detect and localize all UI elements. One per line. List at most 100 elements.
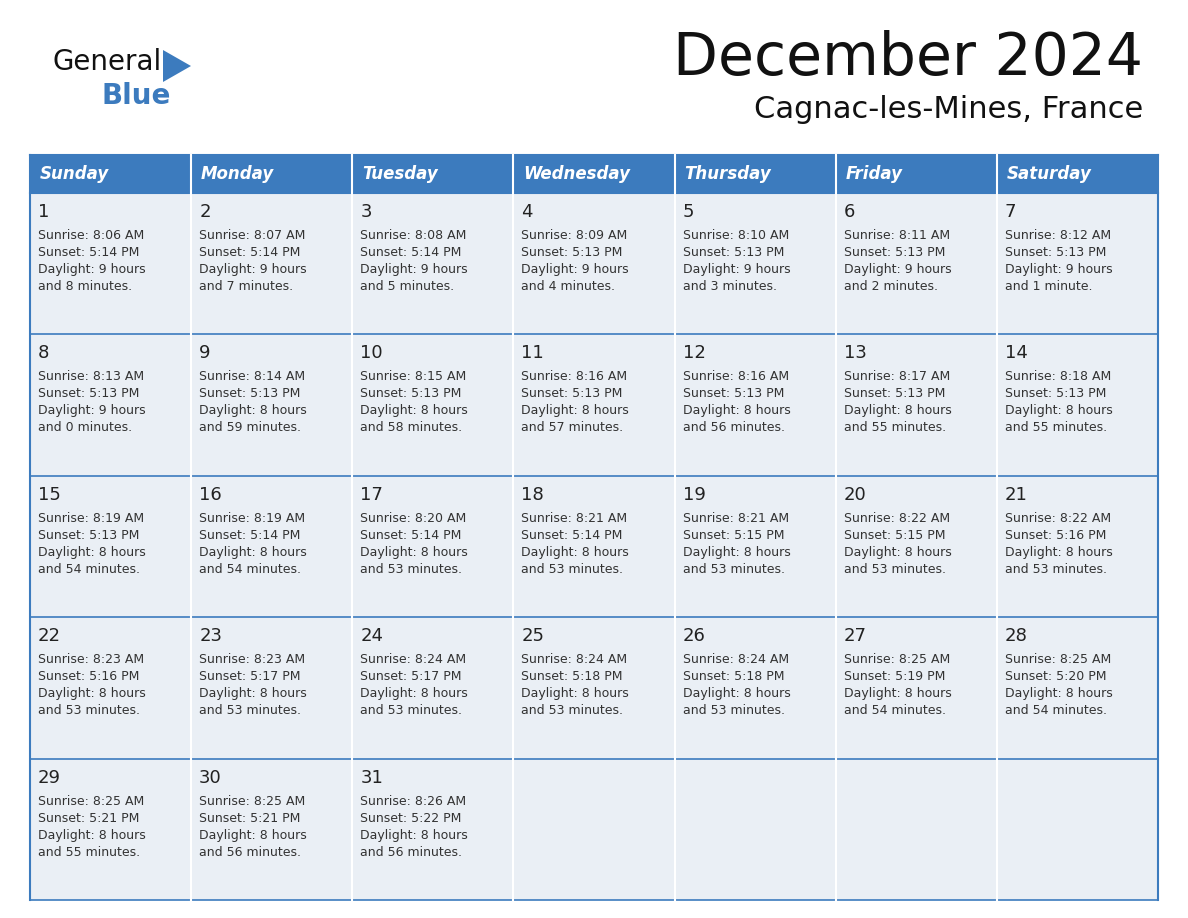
Text: Sunrise: 8:15 AM: Sunrise: 8:15 AM [360,370,467,384]
Bar [997,334,1158,476]
Text: Daylight: 9 hours: Daylight: 9 hours [522,263,630,276]
Text: Daylight: 9 hours: Daylight: 9 hours [360,263,468,276]
Text: and 7 minutes.: and 7 minutes. [200,280,293,293]
Text: Sunset: 5:17 PM: Sunset: 5:17 PM [200,670,301,683]
Text: Sunday: Sunday [40,165,109,183]
Text: Sunrise: 8:24 AM: Sunrise: 8:24 AM [683,654,789,666]
Text: Tuesday: Tuesday [362,165,438,183]
Text: Sunrise: 8:22 AM: Sunrise: 8:22 AM [843,512,950,525]
Text: Thursday: Thursday [684,165,771,183]
Text: Sunset: 5:13 PM: Sunset: 5:13 PM [522,246,623,259]
Text: 29: 29 [38,768,61,787]
Bar [30,617,191,758]
Bar [191,334,353,476]
Text: and 8 minutes.: and 8 minutes. [38,280,132,293]
Text: Sunrise: 8:08 AM: Sunrise: 8:08 AM [360,229,467,242]
Text: Sunrise: 8:11 AM: Sunrise: 8:11 AM [843,229,950,242]
Text: Daylight: 8 hours: Daylight: 8 hours [38,829,146,842]
Text: Sunset: 5:13 PM: Sunset: 5:13 PM [522,387,623,400]
Bar [353,476,513,617]
Text: and 53 minutes.: and 53 minutes. [1005,563,1107,576]
Text: and 54 minutes.: and 54 minutes. [843,704,946,717]
Text: 26: 26 [683,627,706,645]
Bar [835,476,997,617]
Text: Sunrise: 8:14 AM: Sunrise: 8:14 AM [200,370,305,384]
Text: Sunset: 5:16 PM: Sunset: 5:16 PM [1005,529,1106,542]
Bar [513,617,675,758]
Text: Sunrise: 8:25 AM: Sunrise: 8:25 AM [200,795,305,808]
Text: 2: 2 [200,203,210,221]
Bar [997,617,1158,758]
Text: 18: 18 [522,486,544,504]
Text: Sunrise: 8:13 AM: Sunrise: 8:13 AM [38,370,144,384]
Text: Daylight: 9 hours: Daylight: 9 hours [200,263,307,276]
Text: 19: 19 [683,486,706,504]
Bar [191,617,353,758]
Text: Sunset: 5:22 PM: Sunset: 5:22 PM [360,812,462,824]
Text: Sunset: 5:14 PM: Sunset: 5:14 PM [360,529,462,542]
Bar [513,193,675,334]
Text: and 55 minutes.: and 55 minutes. [1005,421,1107,434]
Text: Sunset: 5:13 PM: Sunset: 5:13 PM [200,387,301,400]
Text: Sunrise: 8:22 AM: Sunrise: 8:22 AM [1005,512,1111,525]
Text: Sunset: 5:13 PM: Sunset: 5:13 PM [360,387,462,400]
Text: Sunrise: 8:26 AM: Sunrise: 8:26 AM [360,795,467,808]
Text: Friday: Friday [846,165,903,183]
Bar [30,155,1158,193]
Text: Daylight: 8 hours: Daylight: 8 hours [360,688,468,700]
Text: Daylight: 8 hours: Daylight: 8 hours [843,688,952,700]
Text: 15: 15 [38,486,61,504]
Text: 6: 6 [843,203,855,221]
Text: 12: 12 [683,344,706,363]
Bar [30,334,191,476]
Text: Sunset: 5:13 PM: Sunset: 5:13 PM [38,529,139,542]
Text: Daylight: 8 hours: Daylight: 8 hours [1005,405,1113,418]
Text: Monday: Monday [201,165,274,183]
Text: 20: 20 [843,486,866,504]
Bar [675,334,835,476]
Text: and 55 minutes.: and 55 minutes. [843,421,946,434]
Text: and 56 minutes.: and 56 minutes. [360,845,462,858]
Text: Daylight: 8 hours: Daylight: 8 hours [360,546,468,559]
Text: and 54 minutes.: and 54 minutes. [1005,704,1107,717]
Text: Daylight: 8 hours: Daylight: 8 hours [843,405,952,418]
Text: 30: 30 [200,768,222,787]
Text: and 54 minutes.: and 54 minutes. [38,563,140,576]
Text: Sunrise: 8:06 AM: Sunrise: 8:06 AM [38,229,144,242]
Text: 24: 24 [360,627,384,645]
Text: and 58 minutes.: and 58 minutes. [360,421,462,434]
Text: Sunset: 5:18 PM: Sunset: 5:18 PM [522,670,623,683]
Text: 25: 25 [522,627,544,645]
Text: 16: 16 [200,486,222,504]
Text: Sunset: 5:13 PM: Sunset: 5:13 PM [683,387,784,400]
Text: and 55 minutes.: and 55 minutes. [38,845,140,858]
Text: Sunset: 5:14 PM: Sunset: 5:14 PM [200,529,301,542]
Text: Sunset: 5:13 PM: Sunset: 5:13 PM [1005,246,1106,259]
Text: Sunset: 5:13 PM: Sunset: 5:13 PM [1005,387,1106,400]
Text: Daylight: 8 hours: Daylight: 8 hours [1005,546,1113,559]
Text: Sunrise: 8:24 AM: Sunrise: 8:24 AM [522,654,627,666]
Text: and 53 minutes.: and 53 minutes. [200,704,301,717]
Text: Sunset: 5:15 PM: Sunset: 5:15 PM [843,529,946,542]
Text: Cagnac-les-Mines, France: Cagnac-les-Mines, France [753,95,1143,124]
Text: Daylight: 8 hours: Daylight: 8 hours [38,688,146,700]
Bar [353,617,513,758]
Text: Sunset: 5:21 PM: Sunset: 5:21 PM [38,812,139,824]
Text: Sunset: 5:20 PM: Sunset: 5:20 PM [1005,670,1106,683]
Text: Daylight: 9 hours: Daylight: 9 hours [1005,263,1112,276]
Text: Sunrise: 8:25 AM: Sunrise: 8:25 AM [1005,654,1111,666]
Text: and 0 minutes.: and 0 minutes. [38,421,132,434]
Text: and 2 minutes.: and 2 minutes. [843,280,937,293]
Text: 3: 3 [360,203,372,221]
Bar [353,193,513,334]
Text: and 1 minute.: and 1 minute. [1005,280,1092,293]
Text: 8: 8 [38,344,50,363]
Bar [30,758,191,900]
Text: and 53 minutes.: and 53 minutes. [360,704,462,717]
Text: Sunrise: 8:23 AM: Sunrise: 8:23 AM [38,654,144,666]
Text: Daylight: 8 hours: Daylight: 8 hours [200,688,307,700]
Text: Daylight: 8 hours: Daylight: 8 hours [200,829,307,842]
Text: Daylight: 8 hours: Daylight: 8 hours [522,546,630,559]
Text: Daylight: 8 hours: Daylight: 8 hours [360,829,468,842]
Text: Sunset: 5:14 PM: Sunset: 5:14 PM [200,246,301,259]
